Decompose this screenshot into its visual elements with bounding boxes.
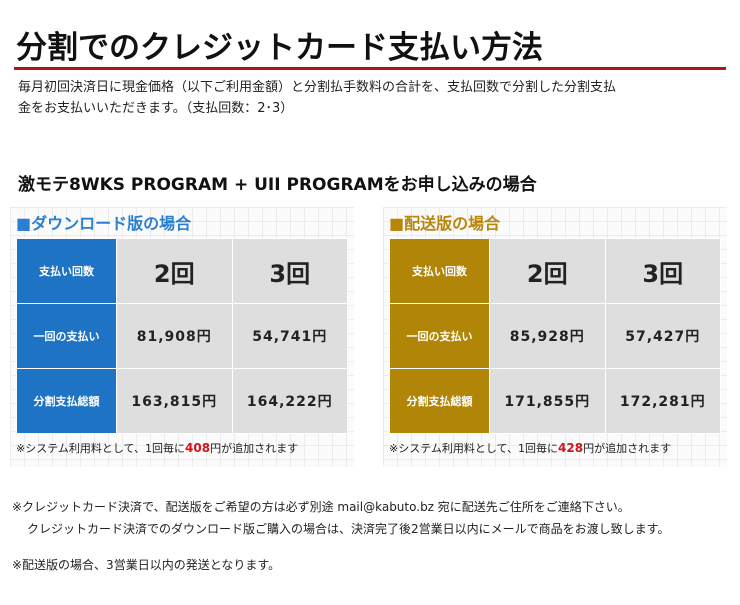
fee-note-suffix: 円が追加されます [210,442,299,455]
download-fee-note: ※システム利用料として、1回毎に408円が追加されます [16,440,298,456]
note-line-1: ※クレジットカード決済で、配送版をご希望の方は必ず別途 mail@kabuto.… [12,500,630,514]
intro-text: 毎月初回決済日に現金価格（以下ご利用金額）と分割払手数料の合計を、支払回数で分割… [18,77,718,119]
total-2x: 171,855円 [489,368,606,434]
total-label: 分割支払総額 [389,368,490,434]
per-payment-2x: 85,928円 [489,303,606,369]
intro-line-2: 金をお支払いいただきます。（支払回数：2･3） [18,101,294,116]
per-payment-3x: 54,741円 [231,303,348,369]
column-header-2x: 2回 [116,238,233,304]
table-row: 支払い回数 2回 3回 [16,238,348,304]
fee-amount: 428 [558,441,584,455]
download-panel-title: ■ダウンロード版の場合 [16,214,192,233]
per-payment-3x: 57,427円 [604,303,721,369]
per-payment-label: 一回の支払い [389,303,490,369]
note-line-3: ※配送版の場合、3営業日以内の発送となります。 [12,558,281,572]
download-panel: ■ダウンロード版の場合 支払い回数 2回 3回 一回の支払い 81,908円 5… [10,207,354,467]
total-3x: 172,281円 [604,368,721,434]
table-row: 一回の支払い 85,928円 57,427円 [389,303,721,369]
payment-count-label: 支払い回数 [389,238,490,304]
fee-note-prefix: ※システム利用料として、1回毎に [16,442,186,455]
total-3x: 164,222円 [231,368,348,434]
note-spacer [12,540,732,554]
page-title: 分割でのクレジットカード支払い方法 [16,30,543,66]
table-row: 分割支払総額 171,855円 172,281円 [389,368,721,434]
footer-notes: ※クレジットカード決済で、配送版をご希望の方は必ず別途 mail@kabuto.… [12,496,732,576]
table-row: 一回の支払い 81,908円 54,741円 [16,303,348,369]
delivery-fee-note: ※システム利用料として、1回毎に428円が追加されます [389,440,671,456]
per-payment-label: 一回の支払い [16,303,117,369]
title-divider [14,67,726,70]
per-payment-2x: 81,908円 [116,303,233,369]
column-header-3x: 3回 [604,238,721,304]
section-subtitle: 激モテ8WKS PROGRAM + UII PROGRAMをお申し込みの場合 [18,175,537,195]
fee-note-prefix: ※システム利用料として、1回毎に [389,442,559,455]
table-row: 分割支払総額 163,815円 164,222円 [16,368,348,434]
column-header-2x: 2回 [489,238,606,304]
delivery-price-table: 支払い回数 2回 3回 一回の支払い 85,928円 57,427円 分割支払総… [389,238,721,434]
note-line-2: クレジットカード決済でのダウンロード版ご購入の場合は、決済完了後2営業日以内にメ… [27,522,670,536]
table-row: 支払い回数 2回 3回 [389,238,721,304]
fee-amount: 408 [185,441,211,455]
delivery-panel-title: ■配送版の場合 [389,214,501,233]
intro-line-1: 毎月初回決済日に現金価格（以下ご利用金額）と分割払手数料の合計を、支払回数で分割… [18,80,617,95]
column-header-3x: 3回 [231,238,348,304]
fee-note-suffix: 円が追加されます [583,442,672,455]
payment-count-label: 支払い回数 [16,238,117,304]
total-2x: 163,815円 [116,368,233,434]
delivery-panel: ■配送版の場合 支払い回数 2回 3回 一回の支払い 85,928円 57,42… [383,207,727,467]
total-label: 分割支払総額 [16,368,117,434]
download-price-table: 支払い回数 2回 3回 一回の支払い 81,908円 54,741円 分割支払総… [16,238,348,434]
